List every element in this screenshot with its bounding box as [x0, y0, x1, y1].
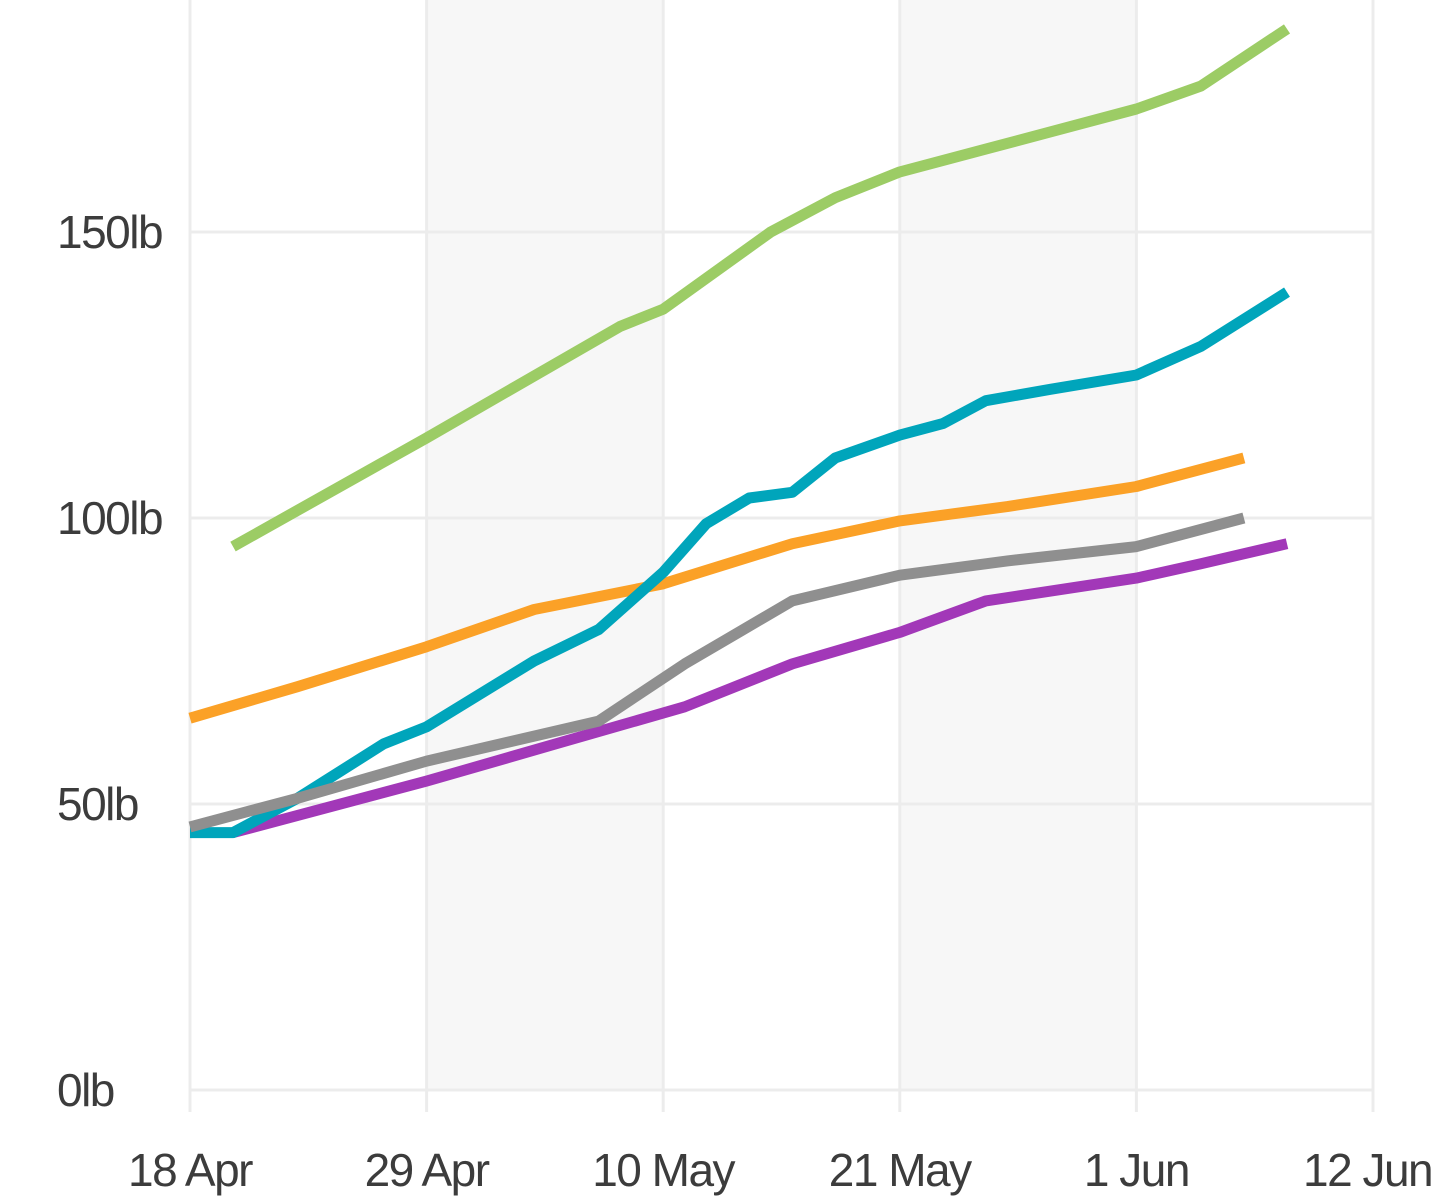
series-gray-line: [188, 512, 1246, 833]
y-axis-label-50lb: 50lb: [57, 778, 139, 830]
y-axis-label-150lb: 150lb: [57, 206, 164, 258]
series-purple-line: [231, 538, 1289, 838]
x-axis-label-10-May: 10 May: [592, 1144, 735, 1196]
x-axis-label-12-Jun: 12 Jun: [1303, 1144, 1434, 1196]
background-band: [426, 0, 664, 1090]
x-axis-label-18-Apr: 18 Apr: [128, 1144, 254, 1196]
y-axis-label-100lb: 100lb: [57, 492, 164, 544]
series-green-line: [230, 24, 1291, 552]
x-axis-label-1-Jun: 1 Jun: [1083, 1144, 1191, 1196]
series-orange-line: [188, 452, 1246, 724]
background-band: [899, 0, 1137, 1090]
x-axis-label-29-Apr: 29 Apr: [364, 1144, 491, 1196]
series-teal-line: [190, 287, 1290, 839]
x-axis-label-21-May: 21 May: [828, 1144, 972, 1196]
y-axis-label-0lb: 0lb: [57, 1064, 115, 1116]
